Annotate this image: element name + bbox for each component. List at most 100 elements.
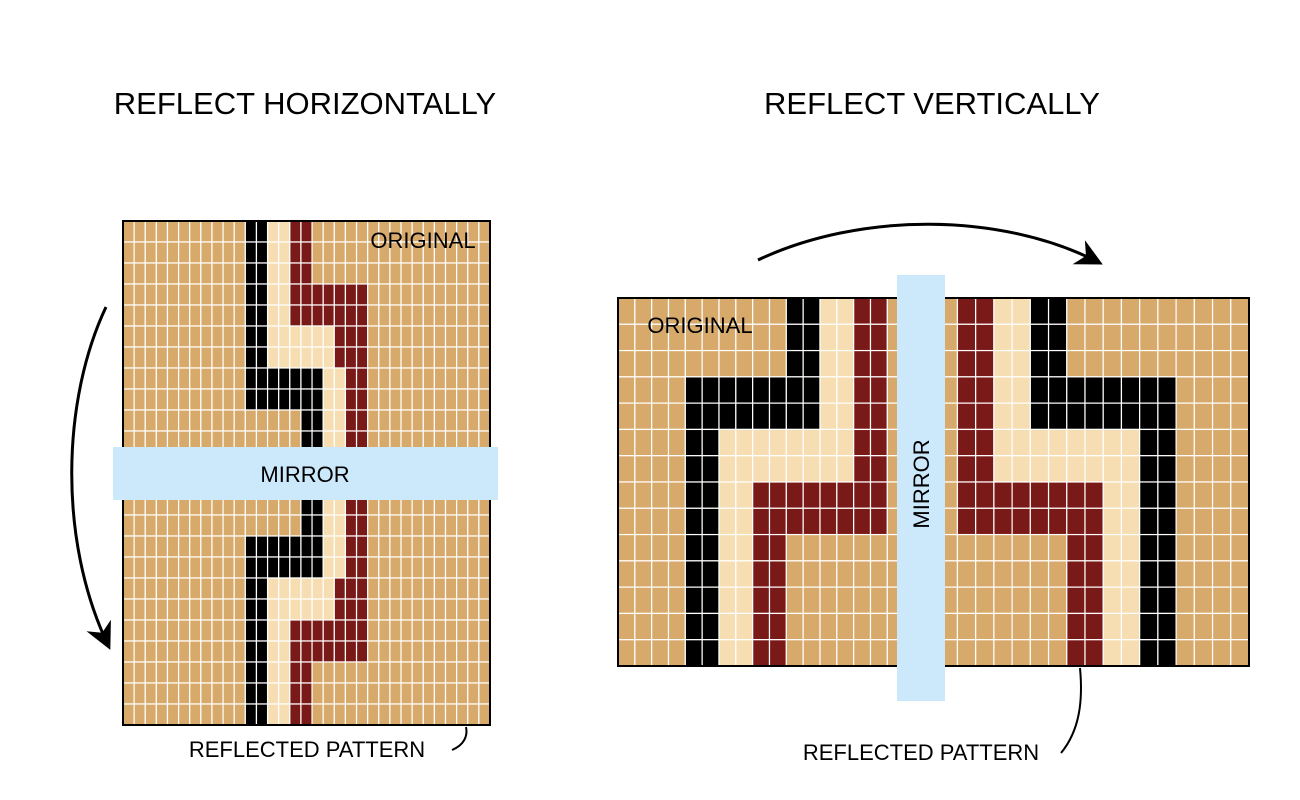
pattern-cell [144,346,157,369]
pattern-cell [378,283,391,306]
pattern-cell [651,481,670,509]
pattern-cell [422,325,435,348]
pattern-cell [701,349,720,378]
pattern-cell [222,304,235,327]
pattern-cell [1139,323,1159,352]
pattern-cell [956,533,977,562]
pattern-cell [1230,533,1250,562]
pattern-cell [467,409,480,432]
pattern-cell [355,598,369,621]
pattern-cell [768,349,787,378]
pattern-cell [634,455,653,483]
pattern-cell [634,376,653,404]
pattern-cell [233,220,246,243]
pattern-cell [289,640,302,663]
pattern-cell [444,388,458,411]
pattern-cell [266,367,280,390]
pattern-cell [1230,323,1250,352]
pattern-cell [651,402,670,431]
pattern-cell [178,556,191,579]
pattern-cell [1084,455,1104,483]
pattern-cell [1193,507,1214,536]
pattern-cell [178,346,191,369]
pattern-cell [222,220,235,243]
pattern-cell [400,262,413,285]
pattern-cell [819,507,838,536]
pattern-cell [244,346,258,369]
pattern-cell [133,304,146,327]
pattern-cell [300,220,313,243]
pattern-cell [617,455,636,483]
pattern-cell [768,402,787,431]
pattern-cell [289,409,302,432]
pattern-cell [785,507,804,536]
pattern-cell [1066,560,1086,588]
pattern-cell [975,560,995,588]
pattern-cell [444,535,458,558]
pattern-cell [200,346,213,369]
pattern-cell [467,577,480,600]
pattern-cell [244,325,258,348]
pattern-cell [617,297,636,325]
pattern-cell [456,661,469,684]
pattern-cell [178,661,191,684]
pattern-cell [333,367,347,390]
pattern-cell [367,535,380,558]
pattern-cell [367,262,380,285]
pattern-cell [667,402,686,431]
pattern-cell [322,283,335,306]
pattern-cell [411,598,424,621]
pattern-cell [1029,612,1050,641]
pattern-cell [993,297,1013,325]
pattern-cell [1157,297,1177,325]
pattern-cell [634,349,653,378]
pattern-cell [289,346,302,369]
pattern-cell [255,241,269,264]
pattern-cell [956,586,977,615]
pattern-cell [155,556,169,579]
pattern-cell [266,304,280,327]
pattern-cell [701,402,720,431]
pattern-cell [222,640,235,663]
pattern-cell [1175,507,1195,536]
pattern-cell [993,323,1013,352]
pattern-cell [355,703,369,726]
pattern-cell [244,367,258,390]
pattern-cell [367,577,380,600]
pattern-cell [1011,402,1031,431]
pattern-cell [133,703,146,726]
pattern-cell [255,346,269,369]
pattern-cell [1139,455,1159,483]
pattern-cell [278,619,291,642]
pattern-cell [853,455,872,483]
pattern-cell [478,241,491,264]
pattern-cell [378,556,391,579]
pattern-cell [333,304,347,327]
pattern-cell [166,577,180,600]
left-reflected-pattern [122,472,491,726]
pattern-cell [802,612,821,641]
pattern-cell [355,577,369,600]
pattern-cell [178,619,191,642]
pattern-cell [189,346,202,369]
pattern-cell [684,586,703,615]
pattern-cell [311,262,324,285]
pattern-cell [211,409,224,432]
pattern-cell [144,682,157,705]
pattern-cell [1047,533,1068,562]
pattern-cell [311,556,324,579]
pattern-cell [1230,297,1250,325]
pattern-cell [300,241,313,264]
pattern-cell [684,349,703,378]
pattern-cell [389,577,402,600]
pattern-cell [233,514,246,537]
pattern-cell [244,556,258,579]
pattern-cell [1193,481,1214,509]
pattern-cell [1066,402,1086,431]
pattern-cell [189,682,202,705]
pattern-cell [344,304,358,327]
pattern-cell [684,481,703,509]
pattern-cell [718,560,737,588]
right-mirror-label: MIRROR [909,439,934,528]
pattern-cell [433,388,447,411]
